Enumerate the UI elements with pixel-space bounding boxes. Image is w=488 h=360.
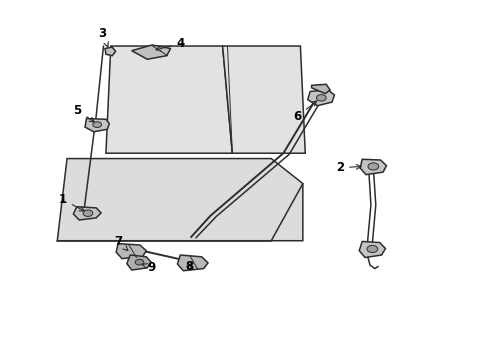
Polygon shape <box>307 90 334 106</box>
Polygon shape <box>360 159 386 175</box>
Polygon shape <box>85 118 109 132</box>
Ellipse shape <box>83 210 93 216</box>
Ellipse shape <box>316 95 325 101</box>
Text: 4: 4 <box>156 37 184 51</box>
Polygon shape <box>106 46 232 153</box>
Polygon shape <box>222 46 305 153</box>
Polygon shape <box>126 255 151 270</box>
Text: 1: 1 <box>59 193 84 211</box>
Text: 2: 2 <box>335 161 360 174</box>
Text: 9: 9 <box>142 261 155 274</box>
Polygon shape <box>359 242 385 257</box>
Text: 3: 3 <box>99 27 108 47</box>
Polygon shape <box>73 207 101 220</box>
Text: 6: 6 <box>292 101 316 123</box>
Polygon shape <box>177 255 207 271</box>
Text: 7: 7 <box>114 235 128 251</box>
Ellipse shape <box>366 246 377 252</box>
Polygon shape <box>116 244 146 258</box>
Polygon shape <box>105 47 116 56</box>
Polygon shape <box>57 158 302 241</box>
Ellipse shape <box>135 259 143 265</box>
Ellipse shape <box>93 122 102 127</box>
Polygon shape <box>311 84 329 94</box>
Polygon shape <box>131 45 170 59</box>
Text: 8: 8 <box>185 260 193 273</box>
Text: 5: 5 <box>73 104 94 122</box>
Ellipse shape <box>367 163 378 170</box>
